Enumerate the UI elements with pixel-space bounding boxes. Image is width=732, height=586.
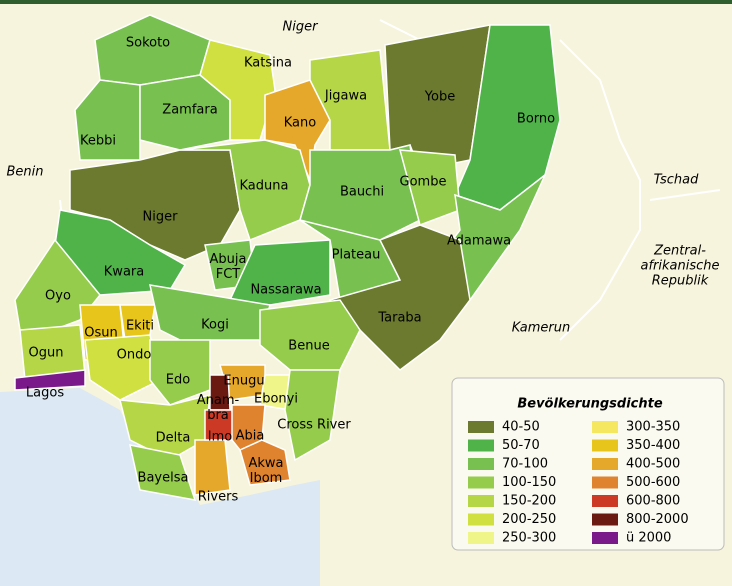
state-label: Adamawa	[447, 234, 511, 249]
country-label: Kamerun	[512, 321, 571, 336]
state-label: Edo	[166, 373, 190, 388]
legend-label: 200-250	[502, 512, 556, 527]
legend-label: ü 2000	[626, 531, 671, 546]
state-shape	[194, 439, 231, 496]
state-label: Plateau	[332, 248, 381, 263]
legend-label: 300-350	[626, 420, 680, 435]
legend-box	[451, 377, 725, 551]
state-shape	[149, 339, 211, 406]
state-shape	[14, 369, 86, 391]
state-label: Osun	[84, 326, 117, 341]
legend-swatch	[468, 513, 494, 526]
state-label: Ogun	[29, 346, 64, 361]
state-label: Gombe	[400, 175, 447, 190]
state-label: Niger	[143, 210, 179, 225]
legend-swatch	[592, 532, 618, 544]
legend-swatch	[592, 495, 618, 507]
state-shape	[328, 224, 471, 371]
legend-label: 600-800	[626, 494, 680, 509]
state-shape	[239, 439, 291, 486]
legend-label: 70-100	[502, 457, 548, 472]
state-label: Akwa	[248, 456, 283, 471]
state-label: Lagos	[26, 386, 64, 401]
legend-label: 40-50	[502, 420, 540, 435]
state-label: Zamfara	[162, 103, 217, 118]
state-label: Imo	[208, 430, 232, 445]
state-label: bra	[207, 408, 229, 423]
country-label: Zentral-	[653, 244, 706, 259]
country-label: Niger	[283, 20, 320, 35]
state-label: Nassarawa	[250, 283, 321, 298]
state-label: Ibom	[250, 471, 283, 486]
state-label: Sokoto	[126, 36, 170, 51]
state-label: Kebbi	[80, 134, 116, 149]
state-label: Jigawa	[324, 89, 367, 104]
legend-title: Bevölkerungsdichte	[517, 397, 662, 412]
state-label: Kano	[284, 116, 317, 131]
state-shape	[84, 334, 161, 401]
state-label: Bayelsa	[138, 471, 189, 486]
state-label: Enugu	[223, 374, 264, 389]
legend-label: 50-70	[502, 438, 540, 453]
legend-swatch	[592, 513, 618, 526]
legend-swatch	[592, 476, 618, 489]
state-label: Borno	[517, 112, 555, 127]
state-shape	[228, 239, 331, 306]
state-label: Anam-	[197, 393, 240, 408]
legend-swatch	[468, 495, 494, 507]
country-label: Tschad	[654, 173, 700, 188]
country-label: Republik	[652, 274, 709, 289]
legend-label: 250-300	[502, 531, 556, 546]
state-label: Kaduna	[240, 179, 289, 194]
country-label: Benin	[6, 165, 43, 180]
state-label: Benue	[288, 339, 329, 354]
legend-label: 150-200	[502, 494, 556, 509]
state-label: Cross River	[277, 418, 351, 433]
state-shape	[284, 369, 341, 462]
state-label: Kogi	[201, 318, 229, 333]
legend-swatch	[468, 532, 494, 544]
state-label: Ebonyi	[254, 392, 298, 407]
legend-swatch	[592, 439, 618, 452]
state-label: Ondo	[117, 348, 152, 363]
state-shape	[199, 39, 276, 141]
legend-swatch	[592, 421, 618, 433]
states	[14, 14, 561, 501]
state-label: Rivers	[198, 490, 239, 505]
legend-label: 400-500	[626, 457, 680, 472]
legend-label: 800-2000	[626, 512, 689, 527]
state-shape	[129, 444, 197, 501]
state-label: Delta	[156, 431, 191, 446]
state-label: Abia	[236, 429, 265, 444]
state-label: Bauchi	[340, 185, 384, 200]
state-label: Katsina	[244, 56, 292, 71]
legend-label: 350-400	[626, 438, 680, 453]
legend-swatch	[592, 458, 618, 470]
state-shape	[444, 174, 546, 302]
state-label: FCT	[216, 267, 241, 282]
labels: Sokoto Kebbi Zamfara Katsina Kano Jigawa Yobe B…	[6, 20, 719, 505]
state-label: Abuja	[210, 252, 247, 267]
country-label: afrikanische	[640, 259, 719, 274]
legend-swatch	[468, 476, 494, 489]
state-label: Yobe	[424, 90, 455, 105]
border	[59, 19, 721, 341]
legend-swatch	[468, 439, 494, 452]
state-label: Taraba	[377, 311, 421, 326]
legend-swatch	[468, 421, 494, 433]
state-label: Oyo	[45, 289, 71, 304]
state-label: Ekiti	[126, 319, 154, 334]
legend-label: 100-150	[502, 475, 556, 490]
legend: 40-50 50-70 70-100 100-150 150-200 200-250 250…	[468, 420, 689, 546]
state-label: Kwara	[104, 265, 144, 280]
legend-swatch	[468, 458, 494, 470]
legend-label: 500-600	[626, 475, 680, 490]
top-bar	[0, 0, 732, 4]
